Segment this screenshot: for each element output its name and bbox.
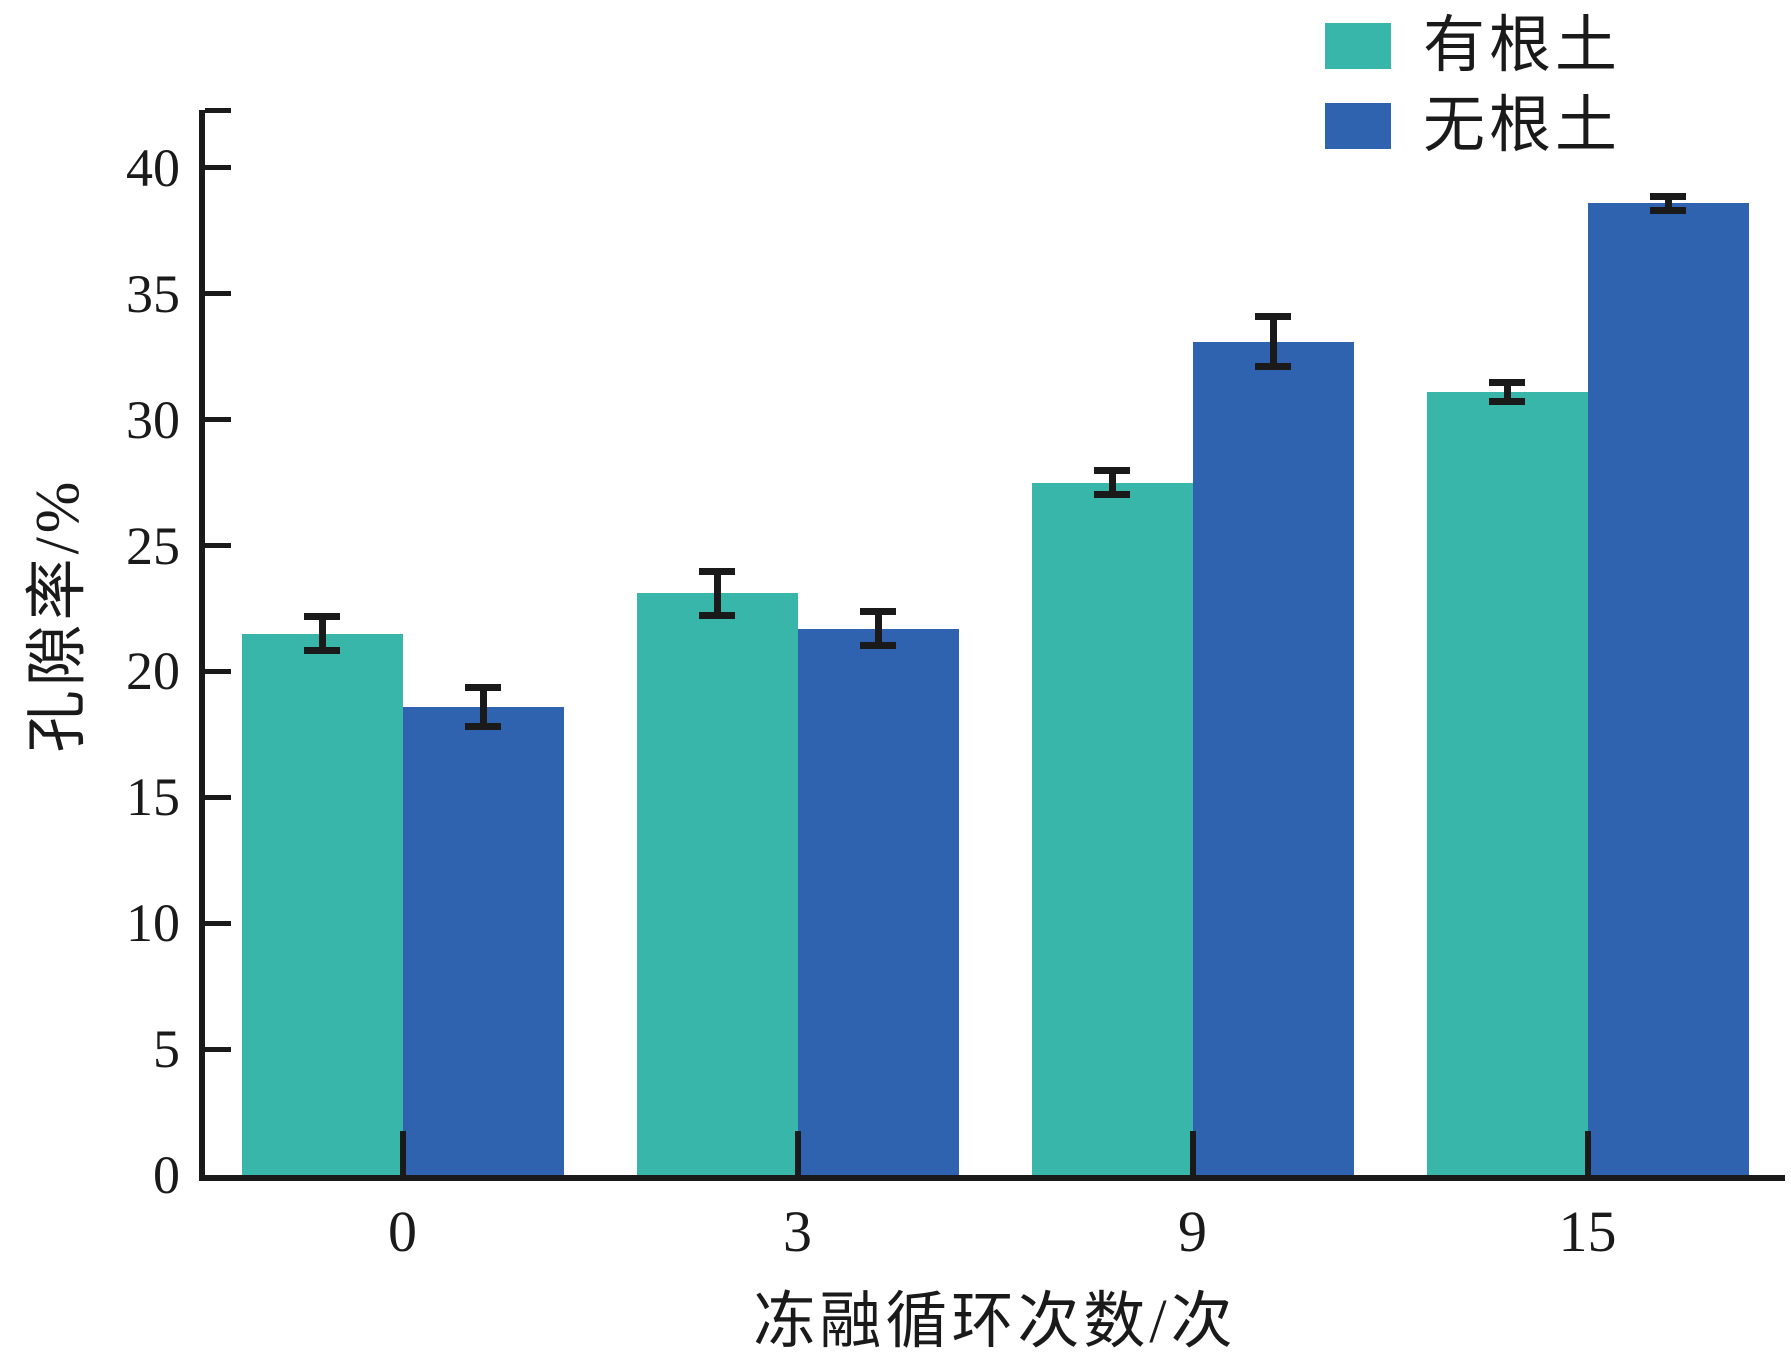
y-tick-label: 0 (153, 1145, 180, 1205)
bar-rooted-soil-3 (636, 593, 798, 1175)
y-tick-label: 30 (126, 389, 180, 450)
error-bar-line (479, 686, 487, 727)
y-tick-label: 10 (126, 893, 180, 954)
y-tick-label: 15 (126, 767, 180, 828)
error-bar-line (713, 570, 721, 617)
error-bar-cap-top (465, 683, 501, 691)
bar-rootless-soil-15 (1587, 203, 1749, 1175)
legend-swatch-rootless-soil (1325, 103, 1391, 149)
y-tick (205, 1046, 231, 1052)
bar-rootless-soil-3 (797, 628, 959, 1175)
x-tick (399, 1131, 406, 1175)
y-tick-label: 20 (126, 641, 180, 702)
y-tick-label: 40 (126, 137, 180, 198)
legend-item-rootless-soil: 无根土 (1325, 86, 1621, 166)
y-tick (205, 794, 231, 800)
bar-rooted-soil-0 (241, 633, 403, 1175)
y-tick-label: 35 (126, 263, 180, 324)
error-bar-cap-bottom (699, 612, 735, 620)
x-tick (1584, 1131, 1591, 1175)
bar-rootless-soil-9 (1192, 341, 1354, 1175)
y-tick (205, 543, 231, 549)
x-tick (1189, 1131, 1196, 1175)
error-bar-cap-bottom (1255, 362, 1291, 370)
error-bar-cap-top (1255, 313, 1291, 321)
legend-item-rooted-soil: 有根土 (1325, 6, 1621, 86)
x-tick-label: 9 (1178, 1199, 1207, 1264)
x-axis-spine (199, 1175, 1785, 1181)
error-bar-cap-top (1094, 467, 1130, 475)
y-axis-end-tick (205, 108, 231, 113)
error-bar-cap-top (1650, 192, 1686, 200)
error-bar-cap-top (699, 567, 735, 575)
error-bar-cap-bottom (465, 722, 501, 730)
error-bar-cap-top (860, 608, 896, 616)
x-tick (794, 1131, 801, 1175)
error-bar-cap-bottom (1094, 491, 1130, 499)
error-bar-line (1108, 470, 1116, 496)
bar-rooted-soil-9 (1031, 482, 1193, 1175)
y-tick (205, 920, 231, 926)
error-bar-cap-top (1489, 378, 1525, 386)
error-bar-line (1503, 381, 1511, 403)
y-tick-label: 5 (153, 1019, 180, 1080)
legend: 有根土 无根土 (1325, 6, 1621, 166)
x-tick-label: 0 (388, 1199, 417, 1264)
legend-label-rootless-soil: 无根土 (1423, 92, 1622, 160)
error-bar-cap-top (304, 613, 340, 621)
error-bar-line (1269, 316, 1277, 367)
y-axis-spine (199, 110, 205, 1181)
legend-label-rooted-soil: 有根土 (1423, 12, 1622, 80)
error-bar-line (874, 611, 882, 647)
error-bar-line (1664, 195, 1672, 211)
y-tick (205, 417, 231, 423)
error-bar-cap-bottom (860, 642, 896, 650)
plot-area: 0 5 10 15 20 25 30 35 40 0 3 9 15 (126, 108, 1785, 1261)
y-tick (205, 668, 231, 674)
x-tick-label: 3 (783, 1199, 812, 1264)
x-axis-title: 冻融循环次数/次 (753, 1288, 1237, 1356)
error-bar-line (318, 616, 326, 652)
x-tick-label: 15 (1558, 1199, 1617, 1264)
bar-rooted-soil-15 (1426, 392, 1588, 1175)
y-tick-label: 25 (126, 515, 180, 576)
y-tick (205, 291, 231, 297)
error-bar-cap-bottom (304, 647, 340, 655)
error-bar-cap-bottom (1489, 398, 1525, 406)
error-bar-cap-bottom (1650, 206, 1686, 214)
y-tick (205, 165, 231, 171)
bar-rootless-soil-0 (402, 706, 564, 1175)
legend-swatch-rooted-soil (1325, 23, 1391, 69)
